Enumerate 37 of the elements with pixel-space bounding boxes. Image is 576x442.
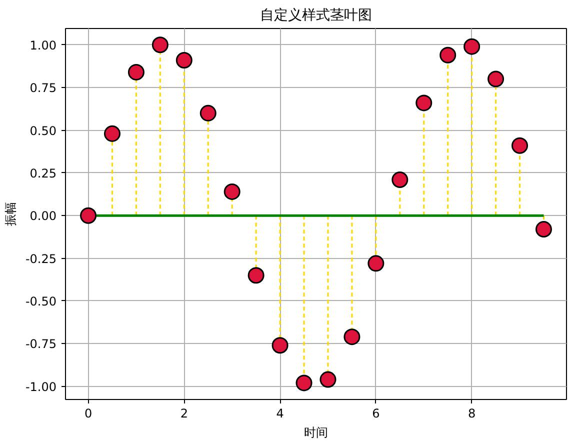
y-tick-label: -0.75 [25,337,57,352]
point [104,125,120,142]
y-tick-label: 0.25 [30,166,56,180]
point [440,46,456,64]
point [464,38,480,55]
point [296,374,312,392]
y-tick-label: 0.00 [30,209,56,224]
x-tick-label: 8 [468,406,476,420]
point [248,267,264,284]
x-tick-label: 0 [84,406,92,420]
point [392,172,408,188]
point [488,70,504,88]
y-tick-label: 1.00 [30,38,56,52]
point [535,221,552,238]
point [152,36,168,54]
x-tick-label: 4 [276,406,284,420]
point [344,328,360,346]
point [176,52,192,68]
y-tick-label: 0.75 [30,81,56,96]
point [320,371,336,388]
point [224,183,240,200]
point [80,207,97,224]
point [368,255,384,272]
x-tick-label: 6 [372,406,380,420]
y-axis-title: 振幅 [3,202,18,226]
point [512,137,528,154]
point [272,337,288,354]
y-tick-label: 0.50 [30,124,56,138]
point [416,94,432,112]
point [128,64,144,80]
point [200,104,216,122]
y-tick-label: -1.00 [25,380,57,394]
x-tick-label: 2 [180,406,188,420]
y-tick-label: -0.50 [25,294,57,308]
chart-title: 自定义样式茎叶图 [260,8,372,24]
y-tick-label: -0.25 [25,252,57,266]
x-axis-title: 时间 [304,426,328,440]
